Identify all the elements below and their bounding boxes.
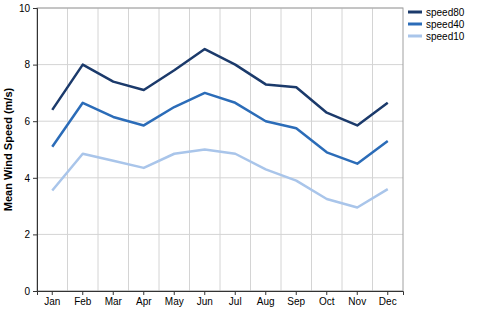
y-tick: 8 — [24, 59, 37, 70]
grid-line — [372, 8, 373, 291]
x-tick-mark — [265, 291, 266, 295]
legend-label: speed40 — [426, 19, 465, 30]
y-axis: 0 2 4 6 8 10 — [19, 3, 38, 297]
x-tick-mark — [174, 291, 175, 295]
y-tick-mark — [33, 65, 37, 66]
y-tick-mark — [33, 291, 37, 292]
y-tick: 6 — [24, 116, 37, 127]
x-tick: Aug — [257, 291, 275, 307]
x-tick-label: Aug — [257, 296, 275, 307]
x-tick-label: Jun — [197, 296, 213, 307]
y-tick-mark — [33, 178, 37, 179]
legend-swatch — [408, 35, 422, 38]
y-tick-mark — [33, 8, 37, 9]
x-tick-label: Sep — [287, 296, 305, 307]
x-tick-label: Dec — [379, 296, 397, 307]
x-tick-mark — [296, 291, 297, 295]
legend-label: speed10 — [426, 31, 465, 42]
y-tick-mark — [33, 234, 37, 235]
x-tick-label: Nov — [348, 296, 366, 307]
grid — [37, 8, 403, 291]
grid-line — [220, 8, 221, 291]
x-tick: May — [165, 291, 184, 307]
y-axis-line — [33, 9, 38, 292]
x-tick-label: Jul — [229, 296, 242, 307]
grid-line — [189, 8, 190, 291]
legend-item: speed40 — [408, 19, 465, 30]
series-group — [52, 49, 388, 207]
x-tick-mark — [113, 291, 114, 295]
x-tick-label: Apr — [136, 296, 152, 307]
series-line — [52, 150, 388, 208]
y-tick-label: 0 — [24, 286, 30, 297]
x-tick-mark — [143, 291, 144, 295]
grid-line — [128, 8, 129, 291]
x-tick: Mar — [105, 291, 123, 307]
x-tick-mark — [82, 291, 83, 295]
y-tick-label: 6 — [24, 116, 30, 127]
x-tick: Dec — [379, 291, 397, 307]
y-tick-label: 2 — [24, 229, 30, 240]
grid-line — [67, 8, 68, 291]
grid-line — [250, 8, 251, 291]
x-tick-label: May — [165, 296, 184, 307]
grid-line — [342, 8, 343, 291]
x-tick-mark — [235, 291, 236, 295]
x-tick-mark — [357, 291, 358, 295]
x-tick: Sep — [287, 291, 305, 307]
grid-line — [311, 8, 312, 291]
x-tick-mark — [204, 291, 205, 295]
x-tick: Jun — [197, 291, 213, 307]
y-tick: 4 — [24, 173, 37, 184]
x-tick: Feb — [74, 291, 92, 307]
y-tick-label: 10 — [19, 3, 31, 14]
x-tick-label: Mar — [105, 296, 123, 307]
x-tick: Jul — [229, 291, 242, 307]
legend: speed80speed40speed10 — [408, 7, 465, 42]
legend-swatch — [408, 11, 422, 14]
series-line — [52, 49, 388, 125]
x-tick: Nov — [348, 291, 366, 307]
grid-line — [281, 8, 282, 291]
grid-line — [159, 8, 160, 291]
y-tick-label: 4 — [24, 173, 30, 184]
legend-item: speed80 — [408, 7, 465, 18]
legend-swatch — [408, 23, 422, 26]
y-tick: 2 — [24, 229, 37, 240]
x-tick: Jan — [44, 291, 60, 307]
x-tick-mark — [387, 291, 388, 295]
x-axis-line — [38, 292, 404, 296]
x-tick-mark — [326, 291, 327, 295]
series-line — [52, 93, 388, 164]
plot: 0 2 4 6 8 10 Jan Feb Mar Apr May Jun Jul Aug Sep Oct Nov… — [19, 3, 404, 307]
x-tick-label: Oct — [319, 296, 335, 307]
x-tick-mark — [52, 291, 53, 295]
y-axis-title: Mean Wind Speed (m/s) — [2, 87, 14, 211]
x-tick-label: Feb — [74, 296, 92, 307]
legend-item: speed10 — [408, 31, 465, 42]
grid-line — [98, 8, 99, 291]
y-tick-label: 8 — [24, 59, 30, 70]
chart: 0 2 4 6 8 10 Jan Feb Mar Apr May Jun Jul Aug Sep Oct Nov… — [0, 0, 478, 314]
x-axis: Jan Feb Mar Apr May Jun Jul Aug Sep Oct Nov Dec — [38, 291, 404, 307]
y-tick-mark — [33, 121, 37, 122]
x-tick-label: Jan — [44, 296, 60, 307]
plot-frame — [37, 8, 403, 291]
y-tick: 0 — [24, 286, 37, 297]
y-tick: 10 — [19, 3, 37, 14]
x-tick: Oct — [319, 291, 335, 307]
x-tick: Apr — [136, 291, 152, 307]
legend-label: speed80 — [426, 7, 465, 18]
